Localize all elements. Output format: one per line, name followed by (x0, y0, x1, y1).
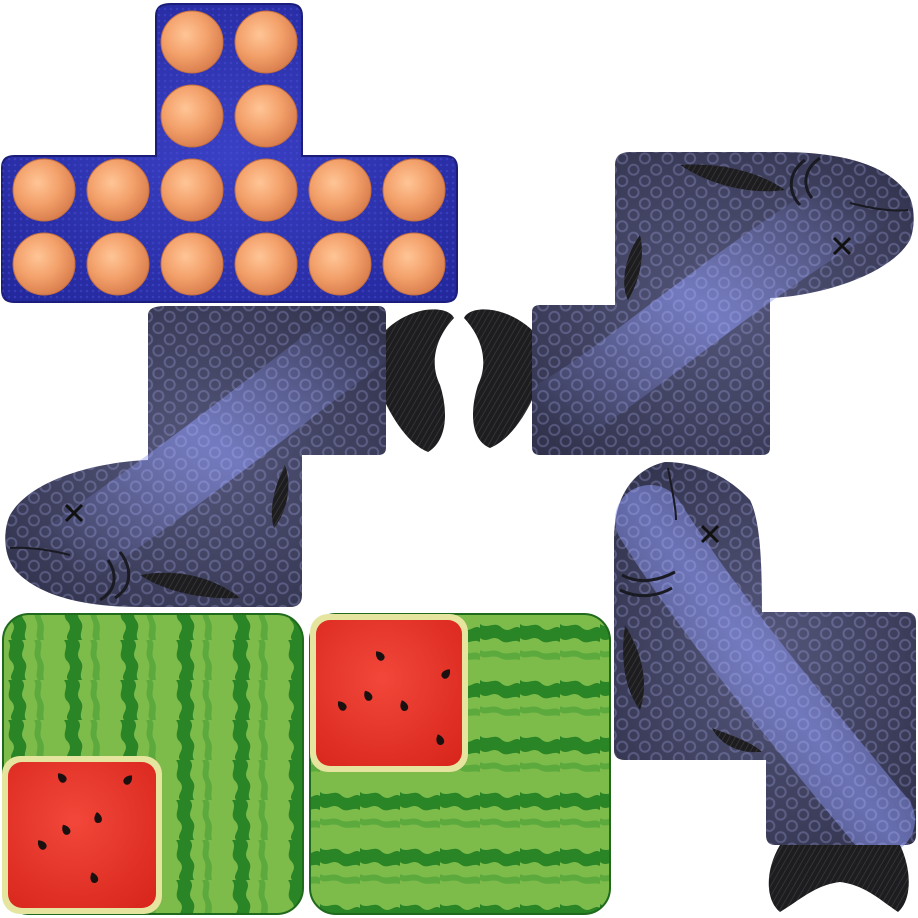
melon-seed-icon (37, 840, 47, 850)
melon-seed-icon (123, 775, 133, 785)
egg-icon (160, 84, 224, 148)
dead-eye-icon (64, 503, 84, 523)
dead-eye-icon (700, 524, 720, 544)
fish-tile-facing-right (464, 152, 914, 455)
melon-seed-icon (441, 669, 451, 679)
egg-icon (160, 10, 224, 74)
melon-seed-icon (375, 651, 385, 661)
dead-eye-icon (832, 236, 852, 256)
melon-seed-icon (90, 872, 99, 883)
melon-seed-icon (364, 690, 373, 701)
egg-icon (234, 158, 298, 222)
fish-tile-facing-up (614, 462, 916, 912)
egg-icon (234, 84, 298, 148)
egg-icon (234, 232, 298, 296)
egg-icon (86, 232, 150, 296)
egg-icon (86, 158, 150, 222)
egg-icon (12, 232, 76, 296)
watermelon-tile-horizontal (309, 613, 611, 915)
melon-seed-icon (400, 700, 409, 711)
egg-icon (160, 232, 224, 296)
watermelon-tile-vertical (2, 613, 304, 915)
egg-icon (308, 232, 372, 296)
fish-tile-facing-left (5, 295, 454, 607)
melon-seed-icon (436, 734, 445, 745)
egg-icon (308, 158, 372, 222)
melon-seed-icon (94, 812, 102, 823)
egg-carton-tile (1, 3, 458, 303)
egg-icon (160, 158, 224, 222)
melon-seed-icon (62, 824, 71, 835)
egg-icon (382, 158, 446, 222)
egg-icon (12, 158, 76, 222)
egg-icon (382, 232, 446, 296)
melon-seed-icon (57, 773, 67, 783)
egg-icon (234, 10, 298, 74)
melon-seed-icon (337, 701, 347, 711)
